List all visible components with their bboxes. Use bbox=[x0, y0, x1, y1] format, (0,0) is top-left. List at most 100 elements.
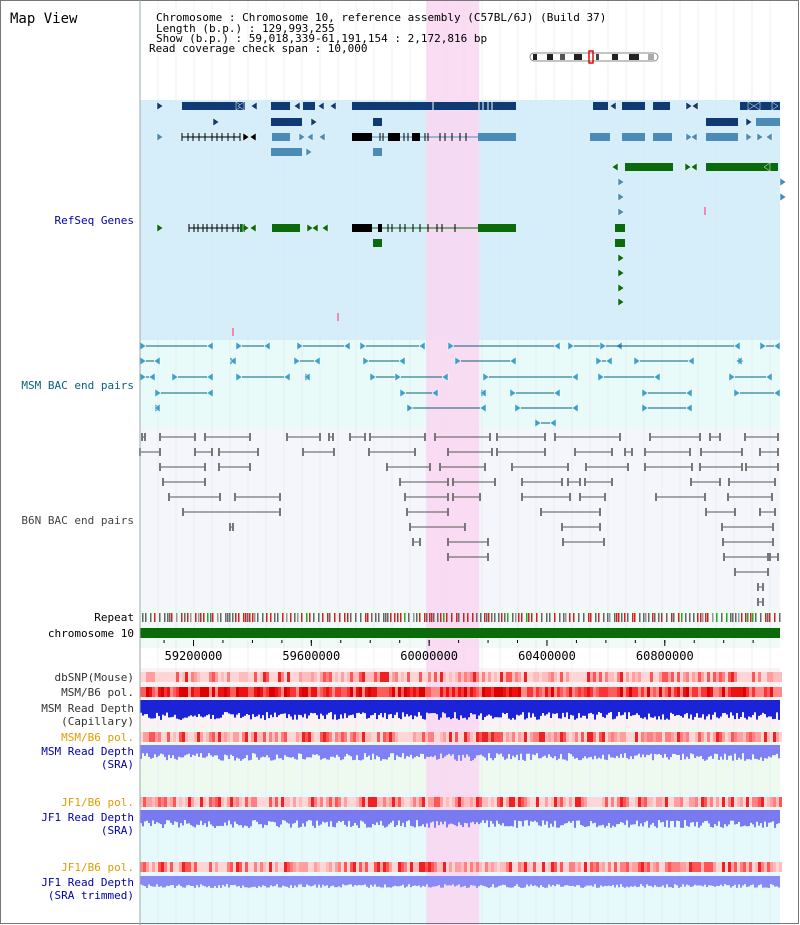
depth-bar bbox=[734, 810, 736, 825]
depth-bar bbox=[312, 745, 314, 755]
gene-exon bbox=[373, 148, 382, 156]
ideogram-band bbox=[547, 54, 553, 60]
depth-bar bbox=[304, 745, 306, 760]
depth-bar bbox=[408, 876, 410, 885]
depth-bar bbox=[568, 700, 570, 719]
heat-cell bbox=[716, 862, 719, 872]
depth-bar bbox=[536, 745, 538, 754]
heat-cell bbox=[401, 687, 404, 697]
heat-cell bbox=[686, 687, 689, 697]
depth-bar bbox=[544, 700, 546, 716]
depth-bar bbox=[210, 876, 212, 888]
heat-cell bbox=[197, 862, 200, 872]
repeat-element bbox=[700, 613, 702, 622]
bac-end-mark bbox=[777, 433, 779, 441]
depth-bar bbox=[604, 700, 606, 718]
heat-cell bbox=[536, 732, 539, 742]
bac-end-mark bbox=[585, 463, 587, 471]
heat-cell bbox=[527, 797, 530, 807]
gene-exon bbox=[182, 102, 245, 110]
heat-cell bbox=[167, 732, 170, 742]
repeat-element bbox=[681, 613, 683, 622]
depth-bar bbox=[322, 745, 324, 759]
repeat-element bbox=[210, 613, 212, 622]
strand-arrow bbox=[235, 341, 243, 351]
polymorphism-heat-tracks[interactable] bbox=[140, 672, 782, 872]
bac-end-mark bbox=[722, 538, 724, 546]
heat-cell bbox=[476, 687, 479, 697]
heat-cell bbox=[539, 687, 542, 697]
depth-bar bbox=[428, 876, 430, 888]
heat-cell bbox=[272, 672, 275, 682]
depth-bar bbox=[346, 810, 348, 827]
depth-bar bbox=[172, 876, 174, 886]
heat-cell bbox=[194, 732, 197, 742]
strand-arrow bbox=[684, 162, 692, 172]
depth-bar bbox=[352, 700, 354, 715]
heat-cell bbox=[371, 672, 374, 682]
depth-bar bbox=[744, 745, 746, 761]
heat-cell bbox=[569, 672, 572, 682]
heat-cell bbox=[731, 732, 734, 742]
heat-cell bbox=[200, 687, 203, 697]
heat-cell bbox=[326, 732, 329, 742]
depth-bar bbox=[596, 810, 598, 828]
depth-bar bbox=[580, 745, 582, 761]
depth-bar bbox=[728, 700, 730, 718]
bac-end-mark bbox=[409, 523, 411, 531]
bac-end-mark bbox=[218, 463, 220, 471]
heat-cell bbox=[362, 672, 365, 682]
depth-bar bbox=[770, 745, 772, 758]
bac-end-mark bbox=[386, 463, 388, 471]
depth-bar bbox=[690, 745, 692, 754]
depth-bar bbox=[524, 876, 526, 888]
chromosome-ideogram-icon[interactable] bbox=[529, 50, 659, 64]
depth-bar bbox=[298, 700, 300, 715]
heat-cell bbox=[479, 797, 482, 807]
depth-bar bbox=[766, 745, 768, 759]
depth-bar bbox=[736, 810, 738, 824]
label-b6n-bac: B6N BAC end pairs bbox=[21, 514, 134, 527]
depth-bar bbox=[518, 810, 520, 821]
bac-end-mark bbox=[691, 463, 693, 471]
heat-cell bbox=[467, 732, 470, 742]
depth-bar bbox=[702, 745, 704, 760]
depth-bar bbox=[212, 745, 214, 757]
repeat-element bbox=[590, 613, 592, 622]
depth-bar bbox=[646, 700, 648, 720]
depth-bar bbox=[234, 876, 236, 885]
heat-cell bbox=[485, 732, 488, 742]
heat-cell bbox=[761, 672, 764, 682]
heat-cell bbox=[563, 672, 566, 682]
label-chromosome: chromosome 10 bbox=[48, 627, 134, 640]
depth-bar bbox=[476, 876, 478, 888]
depth-bar bbox=[594, 745, 596, 756]
msm-bac-end-pairs-track[interactable] bbox=[139, 341, 781, 428]
refseq-genes-track[interactable] bbox=[156, 101, 787, 336]
depth-bar bbox=[462, 876, 464, 887]
heat-cell bbox=[677, 687, 680, 697]
heat-cell bbox=[656, 687, 659, 697]
heat-cell bbox=[488, 672, 491, 682]
highlight-region[interactable] bbox=[426, 0, 480, 925]
heat-cell bbox=[413, 797, 416, 807]
heat-cell bbox=[698, 732, 701, 742]
depth-bar bbox=[732, 700, 734, 716]
chromosome-bar[interactable] bbox=[140, 628, 780, 638]
heat-cell bbox=[290, 687, 293, 697]
strand-arrow bbox=[156, 132, 164, 142]
depth-bar bbox=[206, 700, 208, 716]
read-depth-tracks[interactable] bbox=[140, 700, 780, 888]
strand-arrow bbox=[765, 132, 773, 142]
heat-cell bbox=[548, 797, 551, 807]
heat-cell bbox=[437, 672, 440, 682]
heat-cell bbox=[374, 797, 377, 807]
heat-cell bbox=[242, 862, 245, 872]
depth-bar bbox=[668, 810, 670, 828]
depth-bar bbox=[356, 700, 358, 714]
repeat-track[interactable] bbox=[142, 613, 781, 622]
bac-end-mark bbox=[447, 478, 449, 486]
depth-bar bbox=[594, 700, 596, 720]
depth-bar bbox=[620, 700, 622, 716]
b6n-bac-end-pairs-track[interactable] bbox=[139, 433, 779, 606]
